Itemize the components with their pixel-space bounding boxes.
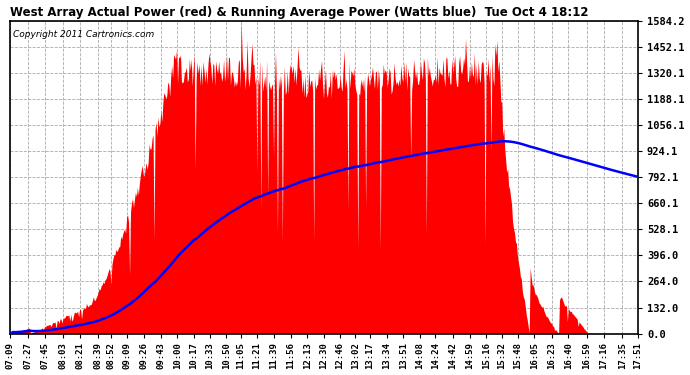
Text: Copyright 2011 Cartronics.com: Copyright 2011 Cartronics.com <box>13 30 155 39</box>
Text: West Array Actual Power (red) & Running Average Power (Watts blue)  Tue Oct 4 18: West Array Actual Power (red) & Running … <box>10 6 589 18</box>
